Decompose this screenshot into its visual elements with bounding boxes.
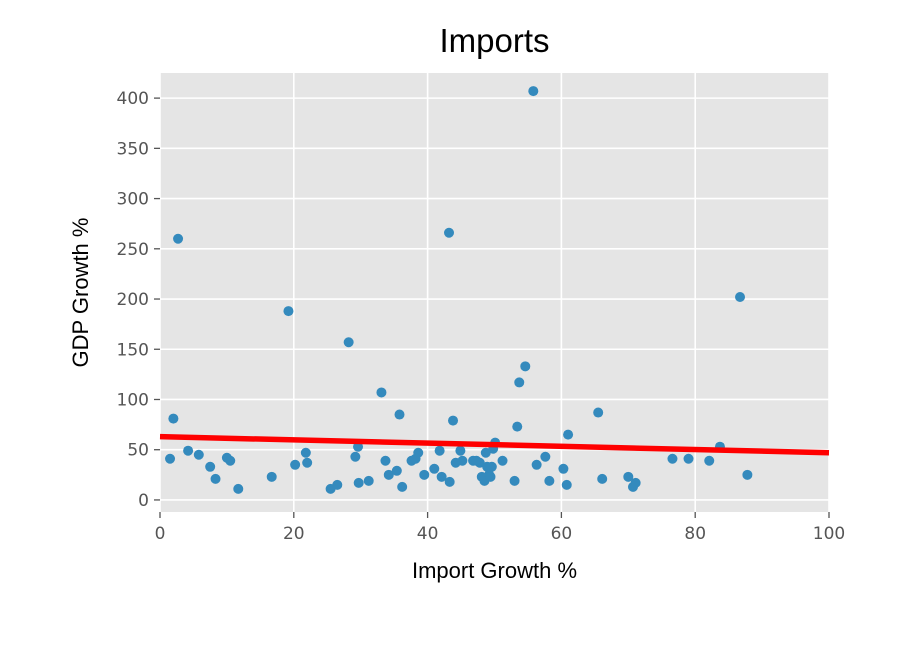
- data-point: [540, 451, 551, 462]
- trend-line-group: [159, 433, 830, 456]
- data-point: [429, 463, 440, 474]
- data-point: [497, 455, 508, 466]
- x-tick-label: 60: [551, 524, 573, 544]
- data-point: [168, 413, 179, 424]
- data-point: [394, 409, 405, 420]
- data-point: [380, 455, 391, 466]
- y-tick-label: 0: [138, 491, 149, 511]
- x-tick-label: 0: [155, 524, 166, 544]
- trend-line: [159, 433, 830, 456]
- data-point: [486, 461, 497, 472]
- y-tick-label: 150: [117, 340, 149, 360]
- x-tick-label: 80: [684, 524, 706, 544]
- data-point: [735, 292, 746, 303]
- x-tick-label: 40: [417, 524, 439, 544]
- data-point: [704, 455, 715, 466]
- data-point: [597, 473, 608, 484]
- data-point: [444, 476, 455, 487]
- data-point: [173, 233, 184, 244]
- data-point: [363, 475, 374, 486]
- y-tick-label: 200: [117, 290, 149, 310]
- data-point: [332, 479, 343, 490]
- y-tick-label: 50: [127, 441, 149, 461]
- y-tick-label: 250: [117, 240, 149, 260]
- data-point: [376, 387, 387, 398]
- data-point: [183, 445, 194, 456]
- data-point: [514, 377, 525, 388]
- x-tick-label: 100: [813, 524, 845, 544]
- data-point: [444, 227, 455, 238]
- data-point: [474, 457, 485, 468]
- data-point: [455, 445, 466, 456]
- data-point: [419, 469, 430, 480]
- data-point: [413, 447, 424, 458]
- data-point: [509, 475, 520, 486]
- data-point: [165, 453, 176, 464]
- data-point: [350, 451, 361, 462]
- data-point: [383, 469, 394, 480]
- data-point: [593, 407, 604, 418]
- data-point: [353, 477, 364, 488]
- data-point: [544, 475, 555, 486]
- data-point: [485, 471, 496, 482]
- data-point: [742, 469, 753, 480]
- data-point: [283, 306, 294, 317]
- data-point: [558, 463, 569, 474]
- data-point: [667, 453, 678, 464]
- chart-title: Imports: [439, 22, 549, 59]
- data-point: [266, 471, 277, 482]
- y-tick-label: 100: [117, 390, 149, 410]
- data-point: [457, 455, 468, 466]
- y-tick-label: 350: [117, 139, 149, 159]
- data-point: [623, 471, 634, 482]
- grid-lines: [159, 73, 830, 512]
- y-tick-label: 300: [117, 190, 149, 210]
- data-point: [448, 415, 459, 426]
- data-point: [630, 477, 641, 488]
- data-point: [563, 429, 574, 440]
- data-point: [233, 483, 244, 494]
- data-point: [520, 361, 531, 372]
- data-point: [561, 479, 572, 490]
- data-point: [302, 457, 313, 468]
- data-point: [193, 449, 204, 460]
- data-point: [480, 447, 491, 458]
- data-point: [290, 459, 301, 470]
- data-point: [343, 337, 354, 348]
- data-point: [512, 421, 523, 432]
- x-tick-label: 20: [283, 524, 305, 544]
- y-axis-label: GDP Growth %: [68, 218, 93, 368]
- data-point: [434, 445, 445, 456]
- y-tick-label: 400: [117, 89, 149, 109]
- data-point: [300, 447, 311, 458]
- data-point: [225, 455, 236, 466]
- tick-labels: 0 20 40 60 80 100 0 50 100 150 200 250 300 350 400: [117, 89, 846, 544]
- x-axis-label: Import Growth %: [412, 558, 577, 583]
- data-point: [210, 473, 221, 484]
- data-point: [391, 465, 402, 476]
- data-point: [397, 481, 408, 492]
- data-point: [531, 459, 542, 470]
- data-point: [436, 471, 447, 482]
- data-point: [205, 461, 216, 472]
- data-point: [683, 453, 694, 464]
- data-point: [528, 86, 539, 97]
